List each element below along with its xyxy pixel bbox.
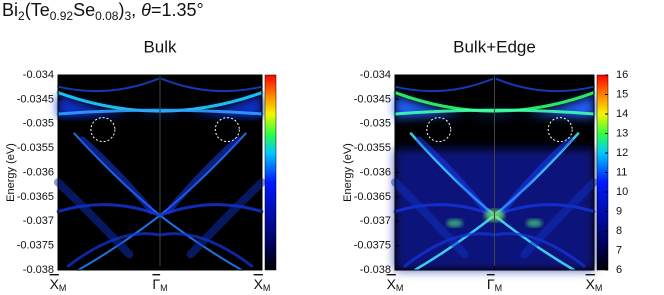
y-tick-label: -0.0365 [354, 191, 391, 203]
colorbar-tick-label: 6 [616, 264, 622, 276]
title-part: 2 [18, 9, 25, 23]
y-tick-label: -0.037 [360, 215, 391, 227]
edge-hotspot [526, 219, 543, 228]
y-axis-label: Energy (eV) [5, 143, 17, 202]
y-tick-label: -0.0345 [17, 93, 54, 105]
y-tick-label: -0.0375 [354, 240, 391, 252]
colorbar-tick-label: 15 [616, 88, 628, 100]
x-tick-label: XM [50, 276, 67, 294]
band [186, 178, 266, 259]
colorbar-tick-label: 7 [616, 244, 622, 256]
band [391, 178, 469, 259]
heatmap [391, 75, 598, 272]
x-tick-sub: M [595, 283, 603, 293]
x-tick-letter: X [586, 276, 596, 292]
band [54, 178, 134, 259]
bands [54, 77, 266, 271]
x-tick-label: XM [254, 276, 271, 294]
band [499, 136, 574, 215]
panel-title: Bulk [143, 37, 177, 56]
title-part: ) [118, 0, 125, 20]
x-tick-sub: M [396, 283, 404, 293]
band [520, 178, 598, 259]
band [415, 136, 490, 215]
y-tick-label: -0.0375 [17, 240, 54, 252]
x-tick-letter: X [387, 276, 397, 292]
x-tick-label: ΓM [487, 276, 502, 294]
y-tick-label: -0.0355 [354, 142, 391, 154]
colorbar-tick-label: 11 [616, 166, 627, 178]
x-tick-label: XM [586, 276, 603, 294]
y-tick-label: -0.035 [23, 118, 54, 130]
title-part: =1.35° [150, 0, 204, 20]
highlight-circle [90, 117, 116, 143]
y-tick-label: -0.036 [360, 166, 391, 178]
y-tick-label: -0.035 [360, 118, 391, 130]
band [161, 77, 263, 93]
x-tick-letter: X [50, 276, 60, 292]
band [165, 136, 241, 215]
colorbar-tick-label: 13 [616, 127, 628, 139]
title-part: 3 [124, 9, 132, 23]
panel-title: Bulk+Edge [453, 37, 536, 56]
figure-title: Bi2(Te0.92Se0.08)3, θ=1.35° [2, 0, 204, 23]
band [394, 77, 494, 93]
title-part: 0.08 [95, 9, 119, 23]
x-tick-letter: X [254, 276, 264, 292]
y-tick-label: -0.038 [23, 264, 54, 276]
heatmap [54, 75, 266, 271]
highlight-circle [214, 117, 240, 143]
x-tick-label: XM [387, 276, 404, 294]
title-part: θ [141, 0, 151, 20]
title-part: Bi [2, 0, 19, 20]
title-part: (Te [24, 0, 50, 20]
x-tick-sub: M [160, 283, 168, 293]
y-tick-label: -0.0345 [354, 93, 391, 105]
highlight-circle [426, 117, 452, 143]
colorbar-tick-label: 16 [616, 69, 628, 81]
x-tick-sub: M [59, 283, 67, 293]
y-tick-label: -0.0355 [17, 142, 54, 154]
x-tick-sub: M [495, 283, 503, 293]
title-part: , [131, 0, 142, 20]
x-tick-sub: M [263, 283, 271, 293]
y-tick-label: -0.034 [360, 69, 391, 81]
y-tick-label: -0.038 [360, 264, 391, 276]
colorbar-tick-label: 8 [616, 225, 622, 237]
x-tick-letter: Γ [487, 276, 495, 292]
band [57, 77, 159, 93]
highlight-circle [547, 117, 573, 143]
y-tick-label: -0.037 [23, 215, 54, 227]
y-tick-label: -0.036 [23, 166, 54, 178]
colorbar-tick-label: 9 [616, 205, 622, 217]
title-part: Se [73, 0, 96, 20]
colorbar-tick-label: 10 [616, 186, 628, 198]
band [495, 77, 595, 93]
y-tick-label: -0.0365 [17, 191, 54, 203]
x-tick-label: ΓM [152, 276, 167, 294]
y-tick-label: -0.034 [23, 69, 54, 81]
x-tick-letter: Γ [152, 276, 160, 292]
title-part: 0.92 [49, 9, 74, 23]
edge-hotspot [446, 219, 463, 228]
band [79, 136, 155, 215]
colorbar-tick-label: 14 [616, 108, 628, 120]
colorbar-tick-label: 12 [616, 147, 628, 159]
y-axis-label: Energy (eV) [342, 143, 354, 202]
colorbar [264, 74, 277, 271]
